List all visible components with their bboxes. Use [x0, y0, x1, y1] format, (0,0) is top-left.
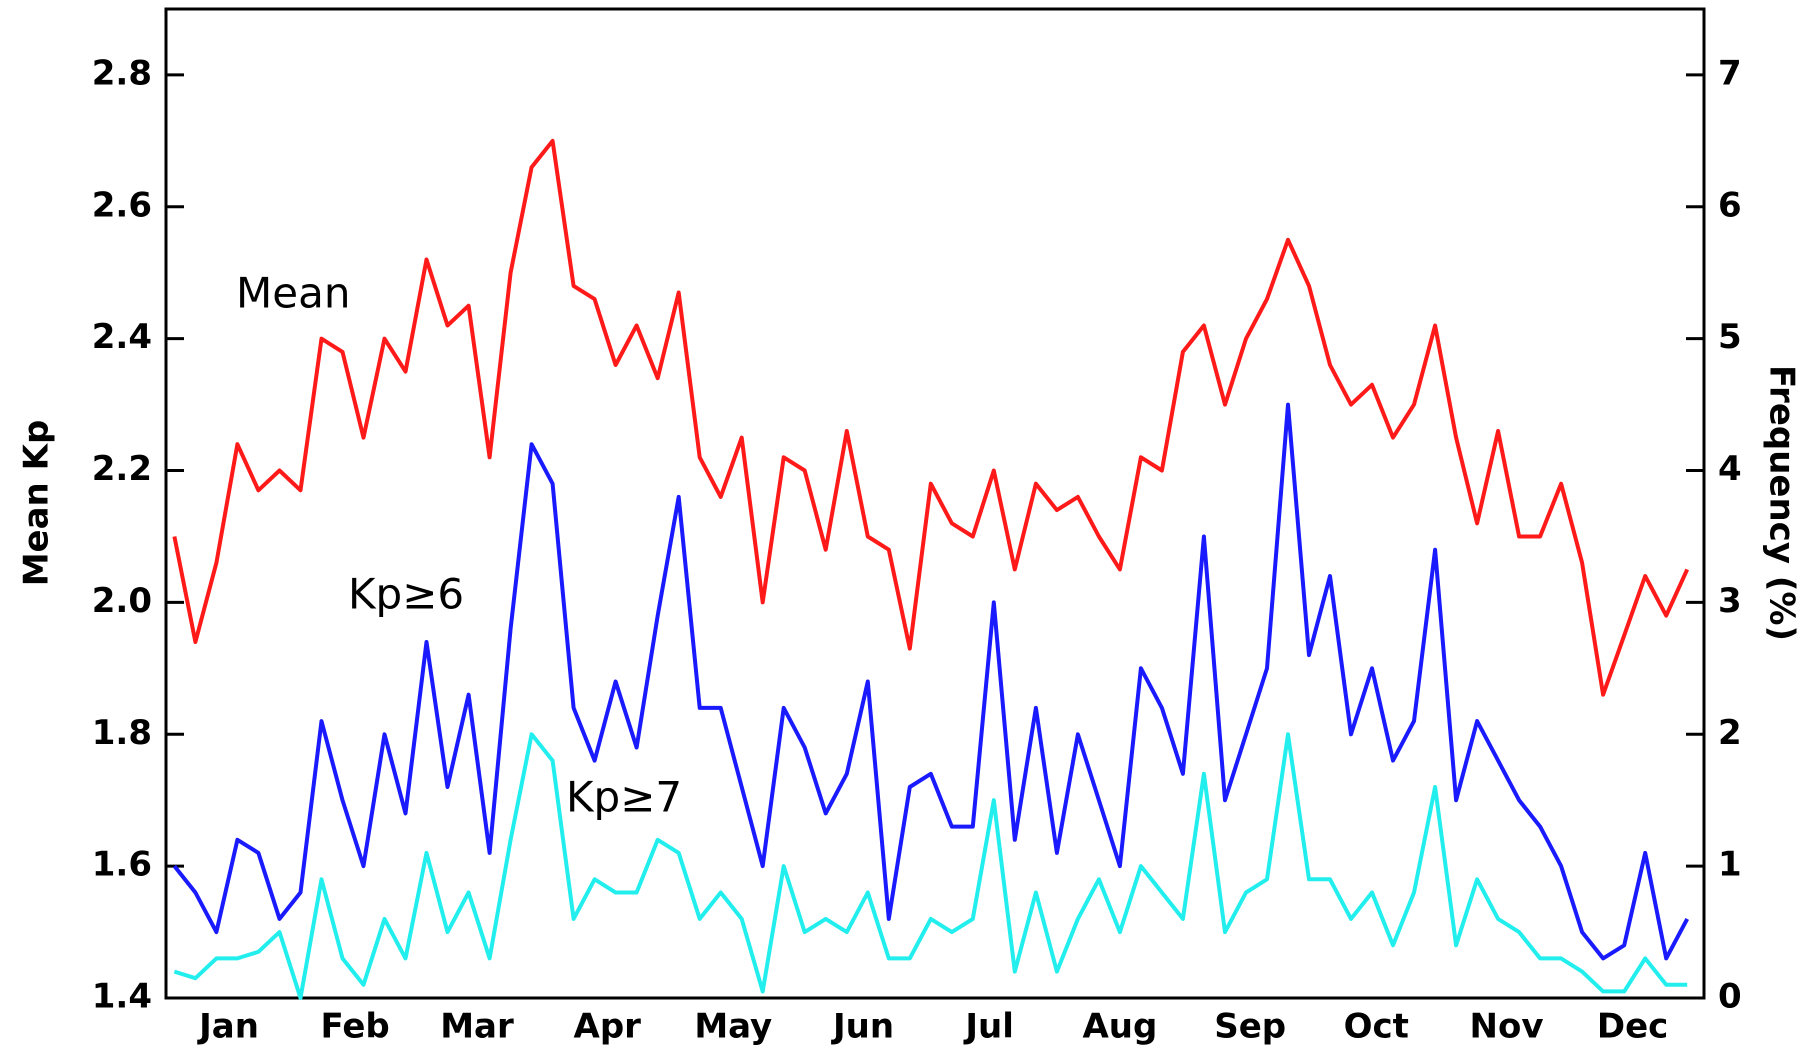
- x-tick-label: Aug: [1082, 1007, 1157, 1047]
- series-label: Mean: [236, 269, 350, 318]
- x-tick-label: Nov: [1470, 1007, 1544, 1047]
- y-tick-label: 2.4: [92, 317, 152, 357]
- series-line: [173, 732, 1688, 1000]
- y2-axis-label: Frequency (%): [1762, 365, 1802, 641]
- y2-tick-label: 4: [1718, 449, 1742, 489]
- y2-tick-label: 3: [1718, 581, 1742, 621]
- x-tick-label: May: [694, 1007, 772, 1047]
- series-label: Kp≥6: [348, 570, 464, 619]
- x-tick-label: Sep: [1214, 1007, 1286, 1047]
- y-tick-label: 2.0: [92, 581, 152, 621]
- y2-tick-label: 0: [1718, 977, 1742, 1017]
- x-tick-label: Feb: [320, 1007, 389, 1047]
- series-label: Kp≥7: [566, 773, 682, 822]
- x-tick-label: Oct: [1344, 1007, 1409, 1047]
- x-tick-label: Jul: [963, 1007, 1014, 1047]
- series-line: [172, 138, 1690, 697]
- x-tick-label: Dec: [1597, 1007, 1668, 1047]
- x-tick-label: Jun: [831, 1007, 894, 1047]
- series-line: [172, 402, 1689, 961]
- y-axis-label: Mean Kp: [17, 420, 57, 587]
- y-tick-label: 1.8: [92, 713, 152, 753]
- x-tick-label: Apr: [574, 1007, 642, 1047]
- y-tick-label: 1.4: [92, 977, 152, 1017]
- y2-tick-label: 2: [1718, 713, 1742, 753]
- y2-tick-label: 5: [1718, 317, 1742, 357]
- y-tick-label: 2.6: [92, 185, 152, 225]
- y-tick-label: 2.8: [92, 53, 152, 93]
- y2-tick-label: 6: [1718, 185, 1742, 225]
- x-tick-label: Jan: [197, 1007, 259, 1047]
- x-tick-label: Mar: [440, 1007, 514, 1047]
- y2-tick-label: 1: [1718, 845, 1742, 885]
- y-tick-label: 2.2: [92, 449, 152, 489]
- y2-tick-label: 7: [1718, 53, 1742, 93]
- y-tick-label: 1.6: [92, 845, 152, 885]
- plot-frame: [164, 7, 1706, 1000]
